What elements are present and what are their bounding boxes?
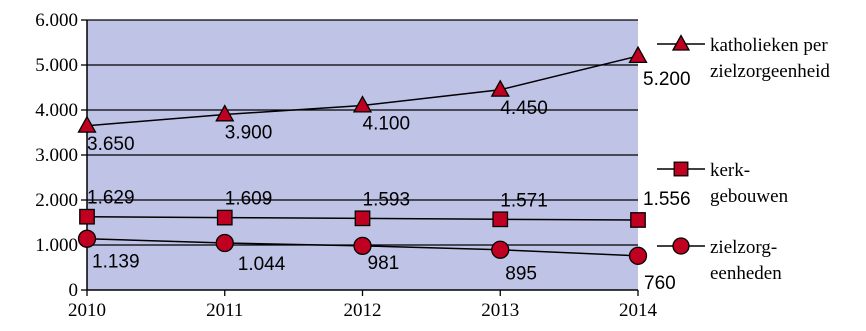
data-label: 981	[368, 253, 400, 274]
data-label: 1.571	[500, 190, 548, 211]
data-point-circle	[628, 246, 648, 265]
legend-marker-triangle	[671, 34, 691, 51]
legend-label: kerk-	[710, 160, 750, 181]
data-label: 3.900	[225, 123, 273, 144]
data-point-triangle	[490, 79, 510, 97]
y-tick-label: 2.000	[35, 190, 78, 211]
legend-label: eenheden	[710, 263, 782, 284]
y-tick-label: 5.000	[35, 55, 78, 76]
legend-label: katholieken per	[710, 35, 828, 56]
data-point-triangle	[352, 95, 373, 113]
data-label: 760	[644, 273, 676, 294]
legend-marker-circle	[672, 237, 690, 255]
data-label: 4.450	[500, 98, 548, 119]
data-label: 1.044	[238, 254, 286, 275]
legend-label: zielzorgeenheid	[710, 61, 830, 82]
y-tick-label: 3.000	[35, 145, 78, 166]
y-tick-label: 4.000	[35, 100, 78, 121]
x-tick-label: 2014	[619, 300, 658, 321]
data-label: 3.650	[87, 134, 135, 155]
legend-label: zielzorg-	[710, 237, 777, 258]
data-point-square	[630, 212, 646, 228]
legend-marker-square	[673, 161, 689, 177]
x-tick-label: 2013	[481, 300, 519, 321]
data-label: 5.200	[643, 69, 691, 90]
data-label: 1.629	[87, 188, 135, 209]
x-tick-label: 2011	[206, 300, 243, 321]
data-label: 1.556	[643, 189, 691, 210]
x-tick-label: 2010	[68, 300, 106, 321]
data-point-square	[492, 211, 509, 228]
data-point-circle	[491, 240, 510, 259]
x-tick-label: 2012	[344, 300, 382, 321]
legend-label: gebouwen	[710, 186, 789, 207]
data-point-square	[216, 209, 233, 226]
data-label: 895	[505, 264, 537, 285]
data-label: 1.609	[225, 189, 273, 210]
data-point-circle	[353, 236, 372, 256]
data-label: 1.593	[363, 189, 411, 210]
y-tick-label: 6.000	[35, 10, 78, 31]
data-point-triangle	[77, 115, 97, 133]
data-point-triangle	[628, 45, 648, 64]
data-point-triangle	[215, 104, 235, 122]
data-point-circle	[215, 233, 234, 253]
data-label: 1.139	[92, 252, 140, 273]
y-tick-label: 0	[69, 280, 79, 301]
y-tick-label: 1.000	[35, 235, 78, 256]
data-point-square	[354, 210, 371, 227]
data-point-circle	[77, 229, 97, 248]
data-point-square	[79, 208, 95, 225]
data-label: 4.100	[363, 114, 411, 135]
